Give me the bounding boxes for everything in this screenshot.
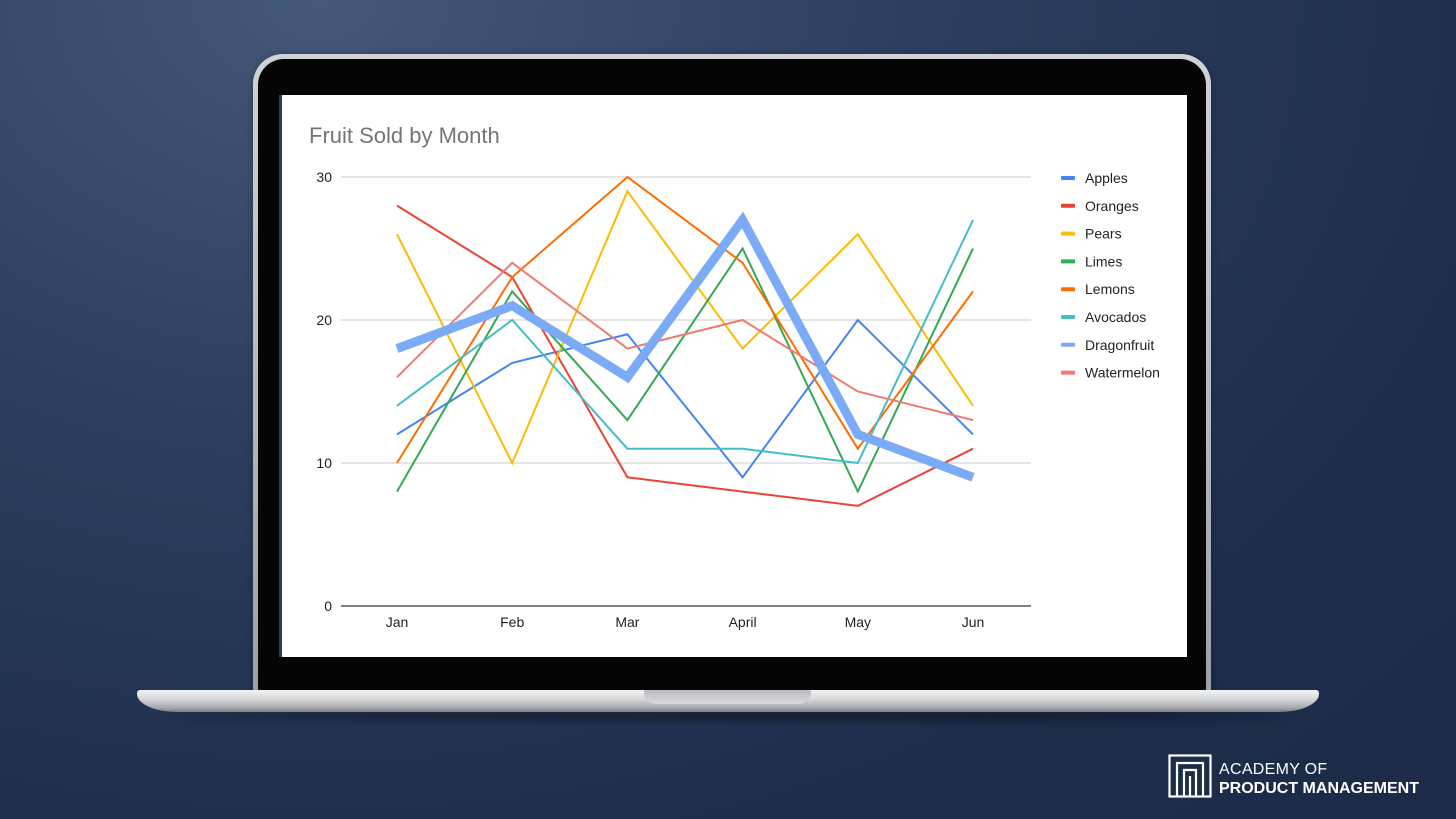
legend-swatch-watermelon [1061, 370, 1075, 375]
brand-name-line1: ACADEMY OF [1219, 761, 1328, 778]
legend-swatch-dragonfruit [1061, 342, 1075, 347]
series-line-limes [396, 246, 974, 494]
laptop-shadow [170, 711, 1286, 721]
legend-label-lemons: Lemons [1085, 281, 1135, 297]
series-line-avocados [396, 219, 974, 465]
legend-swatch-limes [1061, 259, 1075, 264]
legend-swatch-pears [1061, 231, 1075, 236]
x-tick-label: April [729, 614, 757, 630]
x-tick-label: Jun [962, 614, 985, 630]
y-tick-label: 20 [316, 312, 332, 328]
chart-title: Fruit Sold by Month [309, 123, 500, 148]
x-tick-label: May [845, 614, 871, 630]
legend-label-apples: Apples [1085, 170, 1128, 186]
series-line-dragonfruit [395, 211, 975, 482]
x-tick-label: Jan [386, 614, 409, 630]
laptop-notch [644, 690, 811, 704]
legend-swatch-avocados [1061, 315, 1075, 319]
line-chart: Fruit Sold by Month 0 10 20 30 Jan Feb Mar Apri… [309, 123, 1160, 630]
legend-label-avocados: Avocados [1085, 309, 1146, 325]
laptop-screen: Fruit Sold by Month 0 10 20 30 Jan Feb Mar Apri… [279, 95, 1187, 657]
y-tick-label: 10 [316, 455, 332, 471]
legend-label-pears: Pears [1085, 226, 1122, 242]
legend-swatch-oranges [1061, 203, 1075, 208]
series-line-watermelon [396, 261, 974, 422]
brand-name-line2: PRODUCT MANAGEMENT [1219, 780, 1419, 797]
series-line-apples [396, 318, 974, 479]
brand-block: ACADEMY OF PRODUCT MANAGEMENT [1168, 754, 1448, 798]
legend-label-limes: Limes [1085, 253, 1122, 269]
legend-swatch-lemons [1061, 287, 1075, 292]
legend-label-oranges: Oranges [1085, 198, 1139, 214]
academy-logo-icon [1168, 754, 1212, 798]
legend: Apples Oranges Pears Limes Lemons Avocados Dra… [1061, 170, 1160, 381]
series-line-oranges [396, 204, 974, 507]
y-tick-label: 30 [316, 169, 332, 185]
legend-swatch-apples [1061, 176, 1075, 180]
y-tick-label: 0 [324, 598, 332, 614]
series-line-pears [396, 189, 974, 466]
x-tick-label: Feb [500, 614, 524, 630]
screen-edge [279, 95, 282, 657]
x-tick-label: Mar [615, 614, 639, 630]
axis-layer: 0 10 20 30 Jan Feb Mar April May Jun [316, 169, 1031, 630]
legend-label-dragonfruit: Dragonfruit [1085, 337, 1154, 353]
legend-label-watermelon: Watermelon [1085, 365, 1160, 381]
series-lines [395, 175, 975, 507]
